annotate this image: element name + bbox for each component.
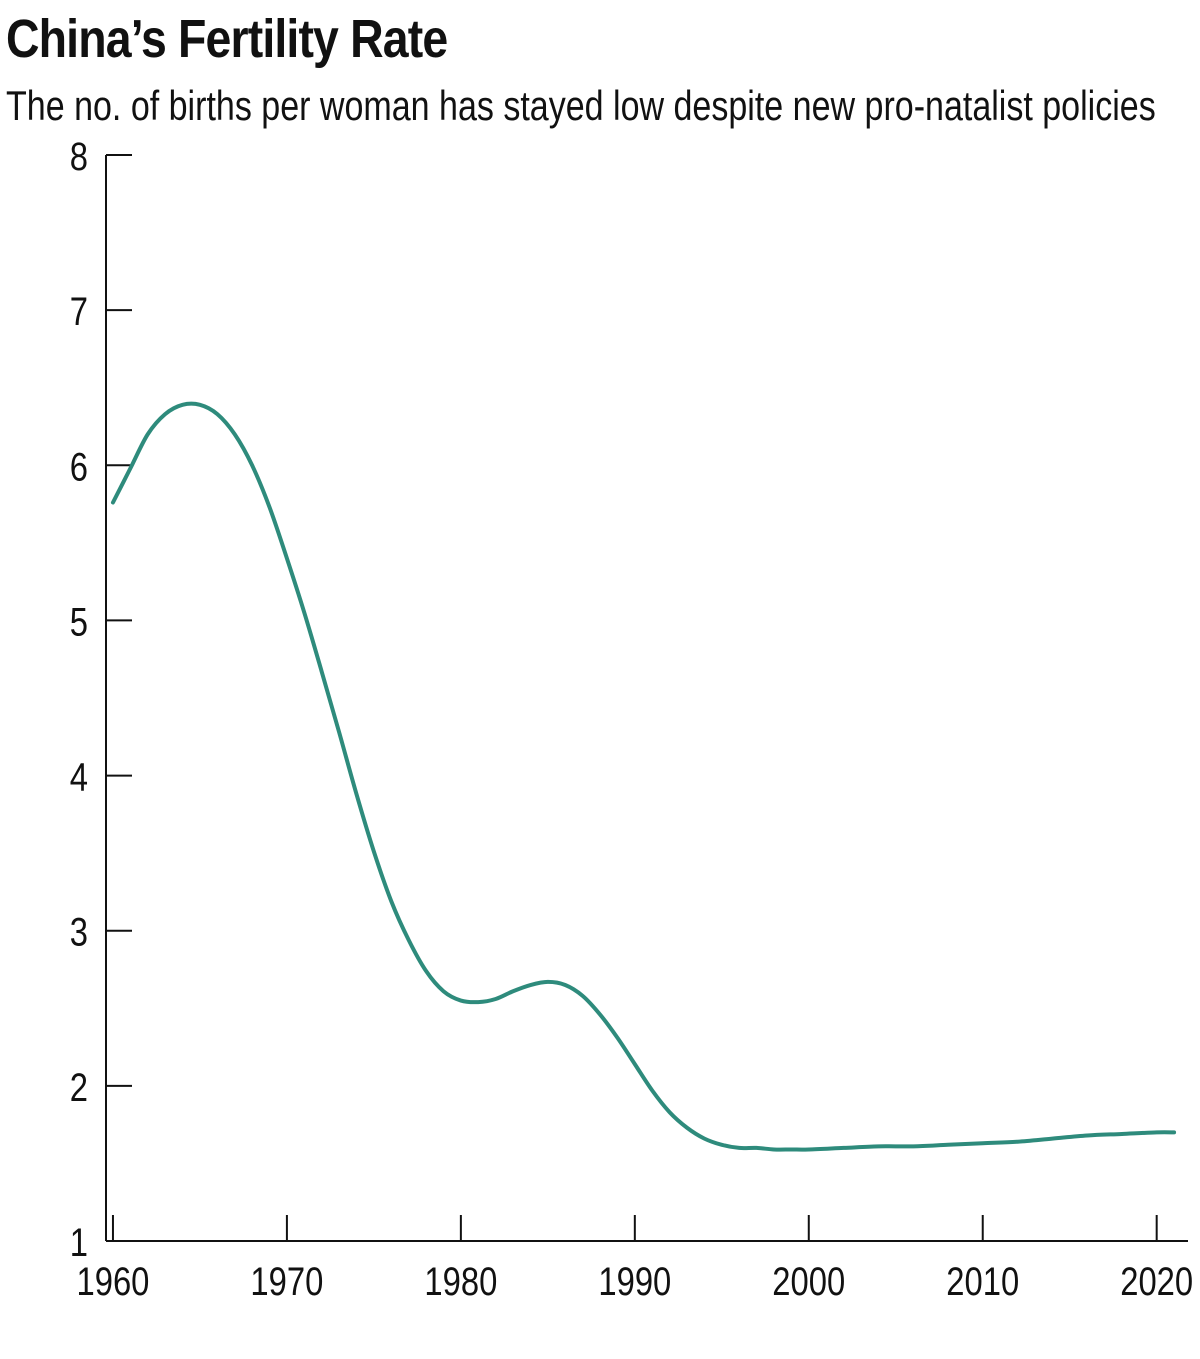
y-tick-label: 1 xyxy=(70,1220,88,1265)
data-point-1965 xyxy=(198,403,202,407)
data-point-1983 xyxy=(511,989,515,993)
data-point-1980 xyxy=(459,999,463,1003)
data-point-1986 xyxy=(563,983,567,987)
data-point-1996 xyxy=(737,1146,741,1150)
data-point-1984 xyxy=(528,983,532,987)
y-tick-label: 4 xyxy=(70,754,88,799)
x-tick-label: 1980 xyxy=(424,1259,497,1304)
data-point-2020 xyxy=(1155,1130,1159,1134)
data-point-1967 xyxy=(233,432,237,436)
data-point-2018 xyxy=(1120,1132,1124,1136)
data-point-1993 xyxy=(685,1126,689,1130)
series-group xyxy=(110,401,1177,1152)
data-point-1971 xyxy=(302,611,306,615)
data-point-1964 xyxy=(181,403,185,407)
data-point-1961 xyxy=(128,466,132,470)
x-axis: 1960 1970 1980 1990 2000 2010 2020 xyxy=(76,1215,1193,1304)
data-point-1966 xyxy=(215,412,219,416)
data-point-1987 xyxy=(581,994,585,998)
data-point-2004 xyxy=(876,1144,880,1148)
data-point-1985 xyxy=(546,980,550,984)
data-point-2016 xyxy=(1085,1134,1089,1138)
y-tick-label: 2 xyxy=(70,1065,88,1110)
data-point-1992 xyxy=(668,1110,672,1114)
data-point-1972 xyxy=(320,670,324,674)
x-tick-label: 1970 xyxy=(250,1259,323,1304)
data-point-1990 xyxy=(633,1062,637,1066)
data-point-1976 xyxy=(389,899,393,903)
data-point-2008 xyxy=(946,1143,950,1147)
y-tick-label: 8 xyxy=(70,134,88,179)
x-tick-label: 1990 xyxy=(598,1259,671,1304)
data-point-1981 xyxy=(476,1000,480,1004)
y-tick-label: 5 xyxy=(70,599,88,644)
data-point-1968 xyxy=(250,463,254,467)
data-point-1960 xyxy=(111,501,115,505)
fertility-rate-line xyxy=(110,401,1177,1152)
data-point-1982 xyxy=(494,997,498,1001)
data-point-1995 xyxy=(720,1143,724,1147)
data-point-1994 xyxy=(702,1137,706,1141)
data-point-2000 xyxy=(807,1147,811,1151)
data-point-1970 xyxy=(285,556,289,560)
x-tick-label: 2020 xyxy=(1120,1259,1193,1304)
data-point-1963 xyxy=(163,412,167,416)
data-point-2021 xyxy=(1172,1130,1176,1134)
x-tick-label: 2000 xyxy=(772,1259,845,1304)
data-point-1978 xyxy=(424,969,428,973)
data-point-1973 xyxy=(337,730,341,734)
data-point-1969 xyxy=(268,505,272,509)
data-point-1975 xyxy=(372,850,376,854)
chart-subtitle: The no. of births per woman has stayed l… xyxy=(6,82,1156,129)
y-tick-label: 3 xyxy=(70,910,88,955)
data-point-1991 xyxy=(650,1089,654,1093)
data-point-2012 xyxy=(1016,1140,1020,1144)
data-point-1979 xyxy=(441,989,445,993)
chart-title: China’s Fertility Rate xyxy=(6,9,448,69)
data-point-1977 xyxy=(407,938,411,942)
data-point-1989 xyxy=(615,1036,619,1040)
data-point-2002 xyxy=(842,1146,846,1150)
data-point-1962 xyxy=(146,432,150,436)
y-tick-label: 6 xyxy=(70,444,88,489)
data-point-1998 xyxy=(772,1147,776,1151)
data-point-2006 xyxy=(911,1144,915,1148)
data-point-2010 xyxy=(981,1141,985,1145)
y-tick-label: 7 xyxy=(70,289,88,334)
data-point-1988 xyxy=(598,1012,602,1016)
x-tick-label: 1960 xyxy=(76,1259,149,1304)
y-axis: 1 2 3 4 5 6 7 8 xyxy=(70,134,132,1265)
data-point-1997 xyxy=(755,1146,759,1150)
x-tick-label: 2010 xyxy=(946,1259,1019,1304)
data-point-1999 xyxy=(789,1147,793,1151)
data-point-1974 xyxy=(354,792,358,796)
data-point-2014 xyxy=(1050,1137,1054,1141)
